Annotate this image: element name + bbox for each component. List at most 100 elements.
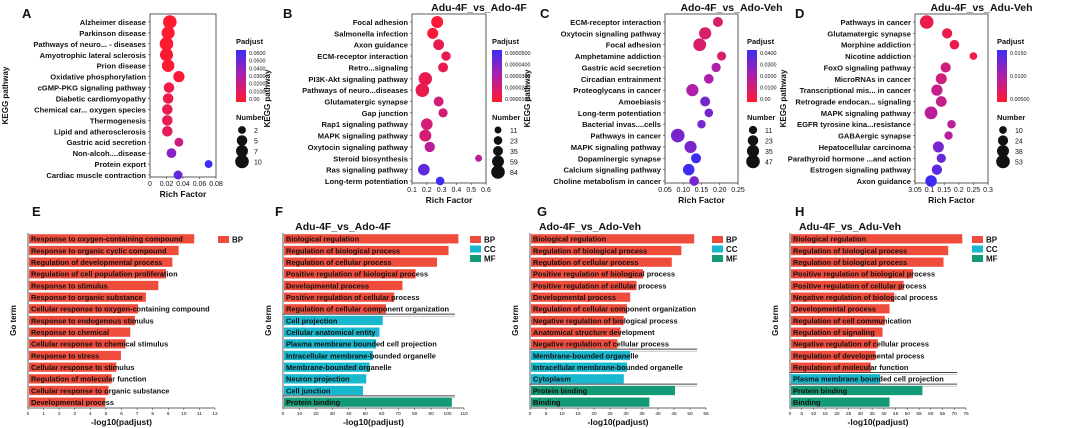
bar xyxy=(29,327,131,337)
x-tick-label: 0.05 xyxy=(658,187,672,194)
bar-label: Regulation of biological process xyxy=(533,246,647,255)
legend-size-dot xyxy=(493,136,503,145)
bar-label: Biological regulation xyxy=(793,235,867,244)
data-point xyxy=(717,51,727,61)
y-tick-label: MAPK signaling pathway xyxy=(318,132,409,141)
x-tick-label: 30 xyxy=(858,411,864,417)
legend-size-dot xyxy=(492,155,504,168)
data-point xyxy=(935,73,947,85)
bar-label: Negative regulation of biological proces… xyxy=(533,316,678,325)
legend-color-tick: 0.0400 xyxy=(249,66,266,72)
y-tick-label: Non-alcoh....disease xyxy=(73,149,146,158)
x-tick-label: 50 xyxy=(687,411,693,417)
x-tick-label: 0 xyxy=(27,411,30,417)
y-tick-label: cGMP-PKG signaling pathway xyxy=(38,84,147,93)
x-tick-label: 0.5 xyxy=(466,187,476,194)
bar xyxy=(531,315,624,326)
legend-label: BP xyxy=(232,236,244,245)
legend-color-tick: 0.00 xyxy=(249,97,260,103)
y-tick-label: MicroRNAs in cancer xyxy=(835,75,911,84)
legend-size-label: 10 xyxy=(254,160,262,167)
x-tick-label: 0 xyxy=(789,411,792,417)
x-tick-label: 0.4 xyxy=(452,187,462,194)
plot-frame xyxy=(411,13,487,184)
legend-color-tick: 0.0000300 xyxy=(505,74,530,80)
y-tick-label: Cardiac muscle contraction xyxy=(46,171,146,180)
legend-size-label: 10 xyxy=(1015,128,1023,135)
legend-size-title: Number xyxy=(997,113,1025,122)
bar xyxy=(29,350,121,361)
data-point xyxy=(435,176,445,186)
bar xyxy=(29,234,195,244)
bar xyxy=(791,234,963,244)
y-tick-label: Hepatocellular carcinoma xyxy=(819,143,912,152)
x-tick-label: 50 xyxy=(363,411,369,417)
bar-label: Negative regulation of biological proces… xyxy=(793,293,938,302)
y-tick-label: Dopaminergic synapse xyxy=(578,154,661,163)
bar-label: Cellular response to stimulus xyxy=(31,363,135,372)
legend-label: CC xyxy=(986,245,998,254)
bar xyxy=(791,385,923,396)
data-point xyxy=(162,93,174,104)
data-point xyxy=(433,96,444,107)
bar-label: Developmental process xyxy=(533,293,616,302)
x-tick-label: 15 xyxy=(823,411,829,417)
x-tick-label: 11 xyxy=(197,411,202,417)
x-tick-label: 0.2 xyxy=(422,187,432,194)
legend-color-tick: 0.0100 xyxy=(760,86,777,92)
legend-label: CC xyxy=(484,245,496,254)
legend-size-label: 53 xyxy=(1015,160,1023,167)
barchart-panel-G: G Ado-4F_vs_Ado-Veh Biological regulation R… xyxy=(511,204,738,427)
x-tick-label: 80 xyxy=(412,411,418,417)
y-tick-label: Gastric acid secretion xyxy=(67,138,147,147)
bar xyxy=(284,269,416,279)
bar xyxy=(284,280,403,291)
bar xyxy=(284,245,449,256)
legend-size-dot xyxy=(999,126,1007,134)
bar xyxy=(284,385,363,396)
legend-size-dot xyxy=(236,135,248,146)
legend-label: MF xyxy=(726,255,738,264)
bar-label: Protein binding xyxy=(533,386,588,395)
bar xyxy=(284,374,367,384)
legend-size-dot xyxy=(491,165,505,179)
bar-label: Membrane-bounded organelle xyxy=(533,351,639,360)
plot-frame xyxy=(149,13,217,178)
y-tick-label: Diabetic cardiomyopathy xyxy=(56,95,147,104)
bar-label: Positive regulation of cellular process xyxy=(286,293,419,302)
bar-label: Response to stimulus xyxy=(31,281,108,290)
dotplot-panel-D: D Adu-4F_vs_Adu-Veh Pathways in cancer Glut… xyxy=(779,2,1033,205)
legend-size-label: 23 xyxy=(510,139,518,146)
x-tick-label: 15 xyxy=(575,411,581,417)
data-point xyxy=(418,72,432,86)
x-tick-label: 0.3 xyxy=(437,187,447,194)
legend-color-tick: 0.0000100 xyxy=(505,97,530,103)
legend-label: MF xyxy=(986,255,998,264)
bar xyxy=(791,315,885,326)
x-tick-label: 110 xyxy=(460,411,468,417)
legend-label: BP xyxy=(484,236,496,245)
y-tick-label: PI3K-Akt signaling pathway xyxy=(308,75,408,84)
bar-label: Protein binding xyxy=(286,398,341,407)
data-point xyxy=(162,104,173,115)
y-tick-label: Rap1 signaling pathway xyxy=(321,120,408,129)
bar-label: Positive regulation of biological proces… xyxy=(793,270,935,279)
bar xyxy=(284,304,387,314)
x-tick-label: 30 xyxy=(623,411,629,417)
bar xyxy=(791,350,876,361)
bar-label: Cytoplasm xyxy=(533,375,571,384)
bar-label: Binding xyxy=(533,398,561,407)
bar-label: Regulation of cell communication xyxy=(793,316,912,325)
x-tick-label: 20 xyxy=(313,411,319,417)
bar xyxy=(791,362,871,372)
data-point xyxy=(931,164,943,175)
data-point xyxy=(969,52,978,60)
legend-swatch xyxy=(972,236,983,243)
legend-color-tick: 0.0500 xyxy=(249,59,266,65)
bar xyxy=(29,397,106,407)
x-tick-label: 60 xyxy=(379,411,385,417)
panel-letter-H: H xyxy=(795,204,804,219)
x-tick-label: 0 xyxy=(282,411,285,417)
x-tick-label: 40 xyxy=(655,411,661,417)
